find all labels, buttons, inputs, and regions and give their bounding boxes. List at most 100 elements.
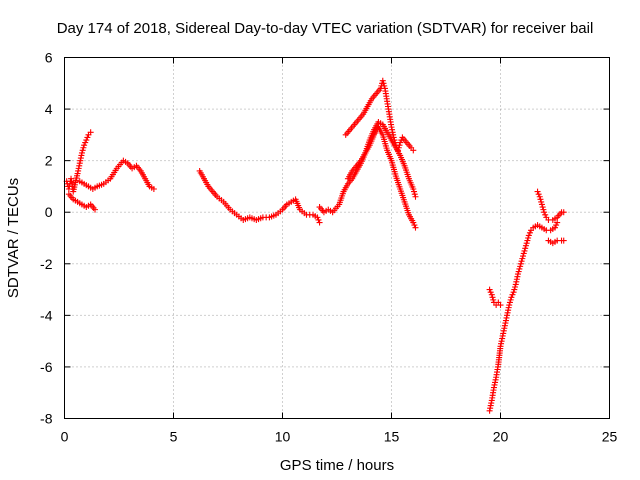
data-point bbox=[150, 186, 157, 193]
data-point bbox=[92, 206, 99, 213]
data-point bbox=[523, 240, 530, 247]
data-point bbox=[410, 219, 417, 226]
data-segment bbox=[342, 77, 417, 154]
data-point bbox=[315, 216, 322, 223]
data-point bbox=[410, 186, 417, 193]
x-tick-label: 20 bbox=[493, 429, 509, 445]
data-point bbox=[397, 139, 404, 146]
data-point bbox=[506, 302, 513, 309]
data-point bbox=[84, 134, 91, 141]
data-point bbox=[81, 142, 88, 149]
y-axis-label: SDTVAR / TECUs bbox=[5, 178, 22, 298]
data-segment bbox=[545, 237, 567, 247]
data-point bbox=[506, 299, 513, 306]
data-point bbox=[560, 209, 567, 216]
data-point bbox=[509, 291, 516, 298]
data-point bbox=[538, 201, 545, 208]
data-point bbox=[516, 265, 523, 272]
data-point bbox=[83, 137, 90, 144]
data-point bbox=[525, 235, 532, 241]
data-point bbox=[542, 211, 549, 218]
x-tick-label: 5 bbox=[170, 429, 178, 445]
data-point bbox=[412, 224, 419, 231]
y-tick-label: -8 bbox=[40, 411, 53, 427]
data-point bbox=[411, 222, 418, 229]
tick-labels: 0 5 10 15 20 25 -8 -6 -4 -2 0 2 4 6 bbox=[40, 50, 617, 445]
data-point bbox=[519, 255, 526, 262]
data-point bbox=[511, 286, 518, 293]
y-tick-label: -6 bbox=[40, 359, 53, 375]
data-point bbox=[497, 302, 504, 309]
data-point bbox=[512, 283, 519, 290]
y-tick-label: -2 bbox=[40, 256, 53, 272]
data-segment bbox=[63, 129, 94, 195]
x-tick-label: 10 bbox=[275, 429, 291, 445]
data-point bbox=[489, 294, 496, 301]
data-point bbox=[560, 237, 567, 244]
data-point bbox=[515, 268, 522, 275]
data-point bbox=[525, 232, 532, 239]
y-tick-label: -4 bbox=[40, 307, 53, 323]
data-point bbox=[381, 82, 388, 89]
data-point bbox=[379, 77, 386, 84]
y-tick-label: 4 bbox=[45, 101, 53, 117]
data-point bbox=[521, 247, 528, 254]
data-point bbox=[412, 193, 419, 200]
data-point bbox=[486, 286, 493, 293]
data-segment bbox=[316, 118, 419, 216]
data-point bbox=[314, 214, 321, 221]
data-point bbox=[316, 219, 323, 226]
x-tick-label: 25 bbox=[602, 429, 618, 445]
data-point bbox=[411, 191, 418, 198]
y-tick-label: 0 bbox=[45, 204, 53, 220]
data-point bbox=[391, 137, 398, 144]
data-point bbox=[514, 271, 521, 278]
data-segment bbox=[344, 124, 419, 231]
data-point bbox=[518, 258, 525, 265]
data-point bbox=[490, 296, 497, 303]
data-point bbox=[507, 296, 514, 303]
data-point bbox=[539, 204, 546, 211]
data-point bbox=[522, 242, 529, 249]
scatter-series bbox=[63, 77, 567, 414]
data-point bbox=[535, 191, 542, 198]
data-point bbox=[520, 250, 527, 257]
data-point bbox=[396, 142, 403, 149]
y-tick-label: 6 bbox=[45, 50, 53, 66]
data-point bbox=[78, 149, 85, 156]
data-point bbox=[87, 129, 94, 136]
data-point bbox=[526, 229, 533, 236]
data-segment bbox=[534, 188, 567, 223]
data-segment bbox=[76, 157, 157, 193]
data-segment bbox=[486, 286, 504, 309]
x-tick-label: 15 bbox=[384, 429, 400, 445]
data-point bbox=[517, 260, 524, 267]
data-point bbox=[520, 253, 527, 260]
data-point bbox=[80, 144, 87, 151]
data-point bbox=[524, 237, 531, 244]
data-point bbox=[554, 219, 561, 226]
data-point bbox=[79, 147, 86, 154]
data-point bbox=[395, 144, 402, 151]
data-point bbox=[488, 291, 495, 298]
data-point bbox=[538, 198, 545, 205]
data-point bbox=[82, 139, 89, 146]
grid bbox=[64, 57, 610, 419]
data-point bbox=[411, 188, 418, 195]
data-point bbox=[390, 134, 397, 141]
data-point bbox=[537, 196, 544, 203]
data-point bbox=[392, 139, 399, 146]
data-segment bbox=[486, 219, 561, 414]
data-point bbox=[517, 263, 524, 270]
x-tick-label: 0 bbox=[61, 429, 69, 445]
data-point bbox=[552, 224, 558, 231]
chart-title: Day 174 of 2018, Sidereal Day-to-day VTE… bbox=[57, 20, 594, 37]
data-point bbox=[510, 289, 517, 296]
data-segment bbox=[65, 191, 99, 213]
data-point bbox=[553, 222, 560, 229]
x-axis-label: GPS time / hours bbox=[280, 457, 394, 474]
data-point bbox=[541, 209, 548, 216]
data-point bbox=[540, 206, 547, 213]
data-point bbox=[395, 147, 402, 154]
